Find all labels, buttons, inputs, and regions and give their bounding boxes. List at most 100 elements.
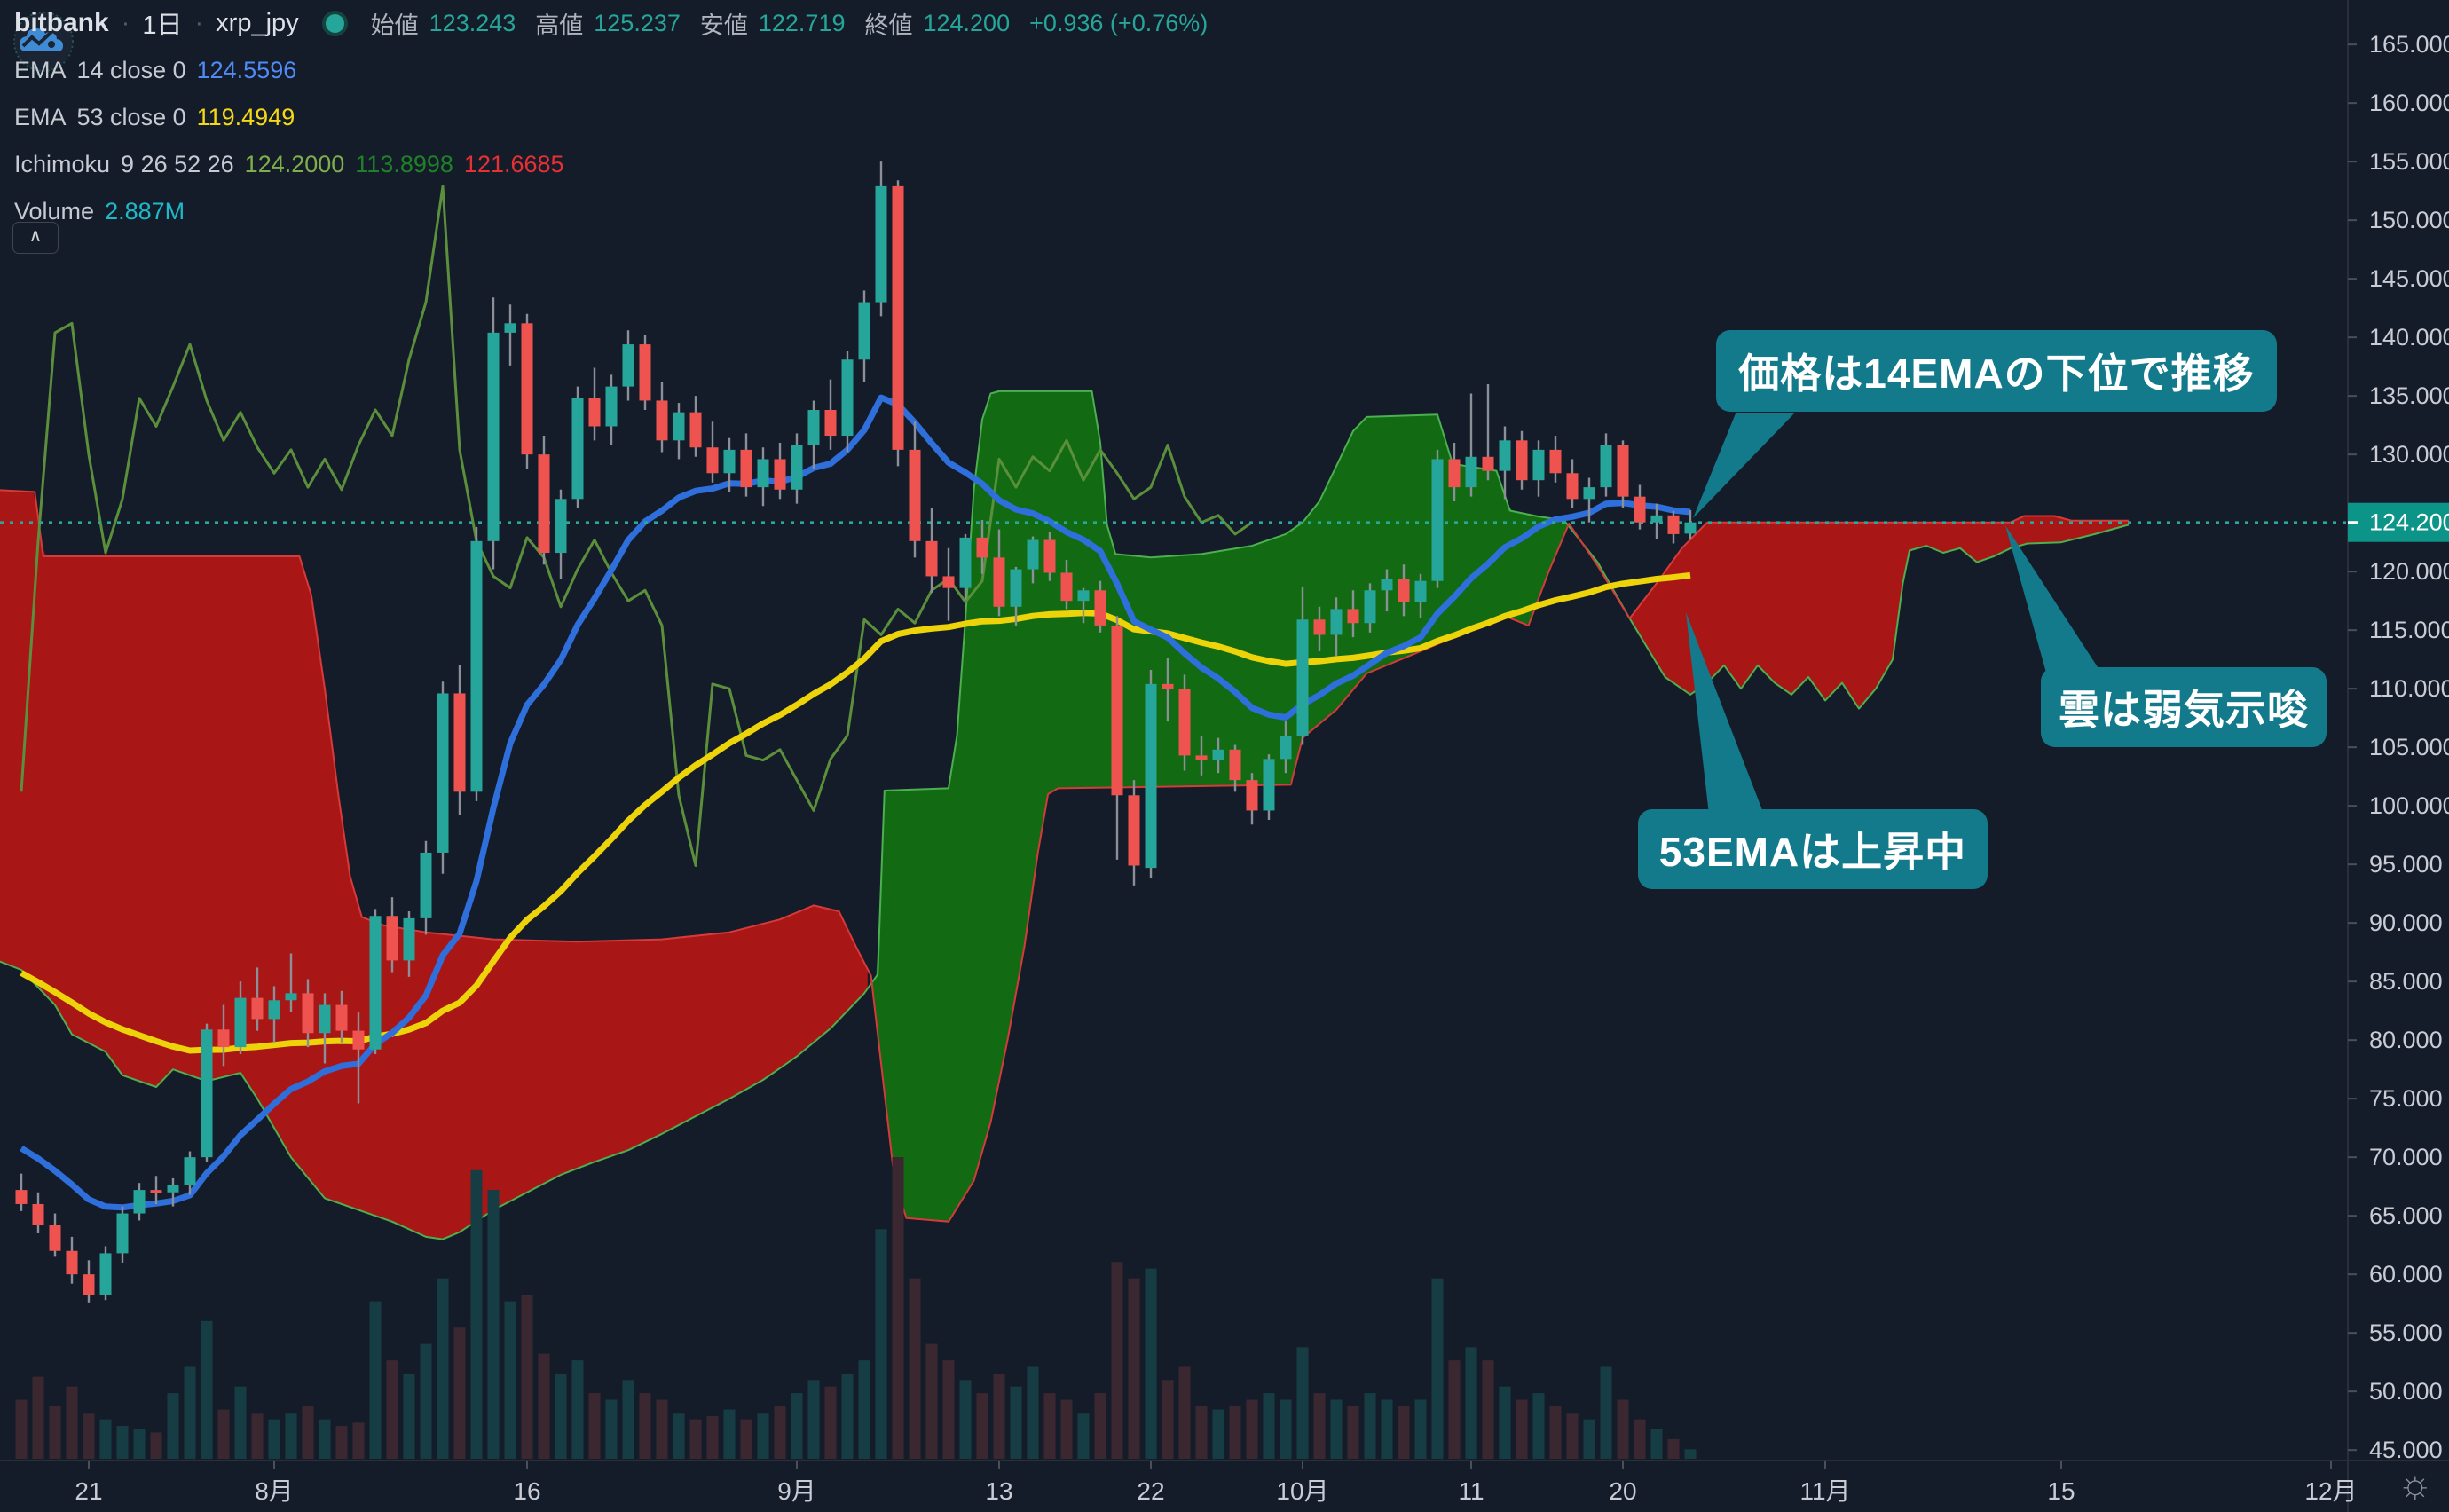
candle-body-up <box>841 359 854 437</box>
price-tick-label: 140.000 <box>2369 324 2449 350</box>
price-tick-label: 165.000 <box>2369 31 2449 58</box>
volume-series <box>15 1157 1697 1459</box>
candle-body-down <box>1162 683 1174 689</box>
volume-bar <box>1229 1406 1241 1459</box>
chikou-span-line <box>20 185 1253 867</box>
candle-body-up <box>1296 619 1309 736</box>
open-label: 始値 <box>370 12 419 39</box>
volume-bar <box>32 1376 44 1459</box>
volume-bar <box>1634 1419 1646 1459</box>
candle-body-down <box>453 693 466 792</box>
price-tick-label: 75.000 <box>2369 1085 2443 1112</box>
candle-body-down <box>521 323 533 455</box>
indicator-row-ema14[interactable]: EMA 14 close 0 124.5596 <box>14 54 1217 86</box>
separator-dot: · <box>121 8 130 37</box>
volume-bar <box>403 1373 415 1459</box>
volume-bar <box>959 1380 972 1459</box>
candle-body-down <box>49 1225 61 1251</box>
time-axis[interactable]: 21 8月 16 9月 13 22 10月 11 20 11月 15 12月 <box>0 1460 2449 1505</box>
volume-bar <box>1414 1399 1427 1459</box>
volume-bar <box>66 1386 78 1459</box>
volume-bar <box>1381 1399 1393 1459</box>
price-tick-label: 85.000 <box>2369 968 2443 995</box>
volume-bar <box>352 1422 365 1459</box>
candle-body-up <box>1431 459 1444 581</box>
ema14-value: 124.5596 <box>196 56 297 83</box>
price-tick-label: 160.000 <box>2369 90 2449 116</box>
price-tick-label: 135.000 <box>2369 382 2449 409</box>
volume-bar <box>319 1419 331 1459</box>
callout-cloud-bearish[interactable]: 雲は弱気示唆 <box>2041 667 2327 747</box>
candle-body-down <box>1482 456 1494 471</box>
price-axis[interactable]: 165.000 160.000 155.000 150.000 145.000 140.0… <box>2347 0 2449 1512</box>
time-tick-label: 13 <box>985 1477 1012 1505</box>
low-label: 安値 <box>699 12 748 39</box>
volume-bar <box>1583 1419 1595 1459</box>
candle-body-down <box>824 410 837 437</box>
candle-body-up <box>133 1190 146 1214</box>
candle-body-down <box>639 344 651 401</box>
volume-bar <box>858 1360 870 1459</box>
volume-bar <box>1027 1366 1039 1459</box>
cloud-segment-bearish <box>1630 516 2129 708</box>
price-tick-label: 60.000 <box>2369 1261 2443 1288</box>
candle-body-up <box>285 993 297 1001</box>
candle-body-up <box>1364 590 1376 624</box>
volume-bar <box>774 1406 786 1459</box>
indicator-row-ema53[interactable]: EMA 53 close 0 119.4949 <box>14 101 1217 133</box>
exchange-name: bitbank <box>14 8 109 37</box>
legend-collapse-button[interactable]: ∧ <box>12 222 59 254</box>
ema14-line <box>20 394 1691 1211</box>
price-tick-label: 110.000 <box>2369 675 2449 702</box>
candle-body-up <box>1381 579 1393 591</box>
candle-body-down <box>993 557 1005 607</box>
candle-body-up <box>1145 683 1157 869</box>
price-tick-label: 155.000 <box>2369 148 2449 175</box>
callout-price-below-ema14[interactable]: 価格は14EMAの下位で推移 <box>1716 330 2277 412</box>
candle-body-up <box>116 1213 129 1254</box>
indicator-row-volume[interactable]: Volume 2.887M <box>14 195 1217 227</box>
price-tick-label: 80.000 <box>2369 1027 2443 1053</box>
ichimoku-params: 9 26 52 26 <box>121 150 234 177</box>
volume-bar <box>1667 1438 1680 1459</box>
volume-bar <box>706 1415 719 1459</box>
time-tick-label: 15 <box>2047 1477 2075 1505</box>
close-label: 終値 <box>864 12 913 39</box>
volume-bar <box>234 1386 247 1459</box>
symbol-row[interactable]: bitbank · 1日 · xrp_jpy 始値 123.243 高値 125… <box>14 7 1217 40</box>
ema14-name: EMA <box>14 56 67 83</box>
volume-bar <box>420 1343 432 1459</box>
candle-body-down <box>150 1190 162 1193</box>
volume-bar <box>723 1409 736 1459</box>
volume-bar <box>1128 1278 1140 1459</box>
volume-bar <box>268 1419 280 1459</box>
ichimoku-name: Ichimoku <box>14 150 111 177</box>
volume-bar <box>1499 1386 1511 1459</box>
volume-bar <box>217 1409 230 1459</box>
timeframe-label[interactable]: 1日 <box>142 12 183 40</box>
current-price-badge-label: 124.200 <box>2369 509 2449 536</box>
price-tick-label: 65.000 <box>2369 1202 2443 1229</box>
candle-body-up <box>723 449 736 474</box>
volume-bar <box>791 1393 803 1459</box>
price-tick-label: 145.000 <box>2369 265 2449 292</box>
indicator-row-ichimoku[interactable]: Ichimoku 9 26 52 26 124.2000 113.8998 12… <box>14 148 1217 180</box>
candle-body-down <box>1347 609 1359 624</box>
cloud-segment-bearish <box>0 490 868 1240</box>
volume-bar <box>1617 1399 1629 1459</box>
volume-bar <box>1448 1360 1461 1459</box>
candle-body-up <box>1280 735 1292 760</box>
symbol-name[interactable]: xrp_jpy <box>216 8 299 37</box>
volume-bar <box>302 1406 314 1459</box>
volume-bar <box>639 1393 651 1459</box>
price-tick-label: 100.000 <box>2369 792 2449 819</box>
ema14-params: 14 close 0 <box>76 56 186 83</box>
callout-ema53-rising[interactable]: 53EMAは上昇中 <box>1638 809 1988 889</box>
price-tick-label: 115.000 <box>2369 617 2449 643</box>
candle-body-up <box>1532 449 1545 481</box>
volume-bar <box>757 1413 769 1459</box>
price-tick-label: 120.000 <box>2369 558 2449 585</box>
candle-body-up <box>1414 580 1427 602</box>
theme-toggle-icon[interactable]: ☼ <box>2397 1462 2433 1506</box>
